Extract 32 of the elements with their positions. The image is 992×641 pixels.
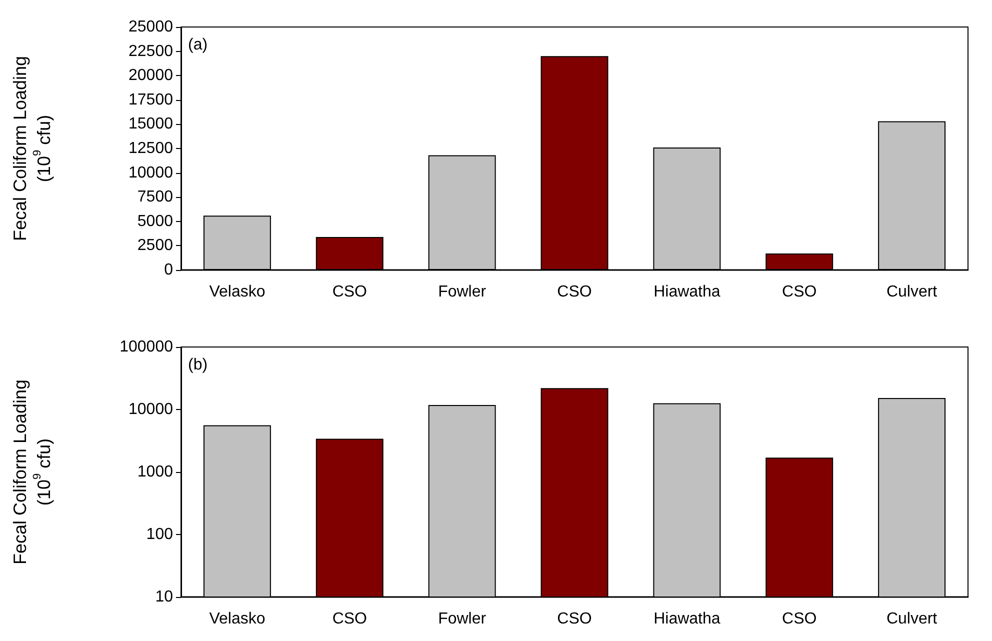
y-tick-label: 12500 [128,140,174,157]
y-tick-label: 22500 [128,42,174,60]
y-tick-label: 0 [164,262,174,278]
y-tick-label: 10000 [128,401,174,418]
x-tick-label: Fowler [438,284,487,300]
y-tick-label: 20000 [128,67,174,84]
y-tick-label: 7500 [137,188,174,206]
annotation: (b) [188,356,208,374]
y-tick-label: 100 [146,526,174,543]
x-tick-label: Fowler [438,610,487,628]
y-tick-label: 17500 [128,91,174,108]
x-tick-label: Hiawatha [654,284,720,300]
x-tick-label: CSO [782,284,817,300]
x-tick-label: Culvert [886,610,938,628]
x-tick-label: CSO [332,284,367,300]
y-tick-label: 15000 [128,116,174,133]
y-tick-label: 5000 [137,212,174,230]
x-tick-label: Hiawatha [654,610,720,628]
x-tick-label: CSO [782,610,817,628]
y-tick-label: 25000 [128,18,174,36]
annotation: (a) [188,36,208,54]
y-tick-label: 2500 [137,237,174,254]
x-tick-label: CSO [557,610,592,628]
x-tick-label: Culvert [886,284,938,300]
x-tick-label: CSO [557,284,592,300]
x-tick-label: Velasko [209,284,266,300]
y-tick-label: 10 [155,588,174,606]
x-tick-label: Velasko [209,610,266,628]
y-tick-label: 10000 [128,164,174,182]
y-tick-label: 100000 [120,338,174,356]
y-tick-label: 1000 [137,464,174,480]
x-tick-label: CSO [332,610,367,628]
